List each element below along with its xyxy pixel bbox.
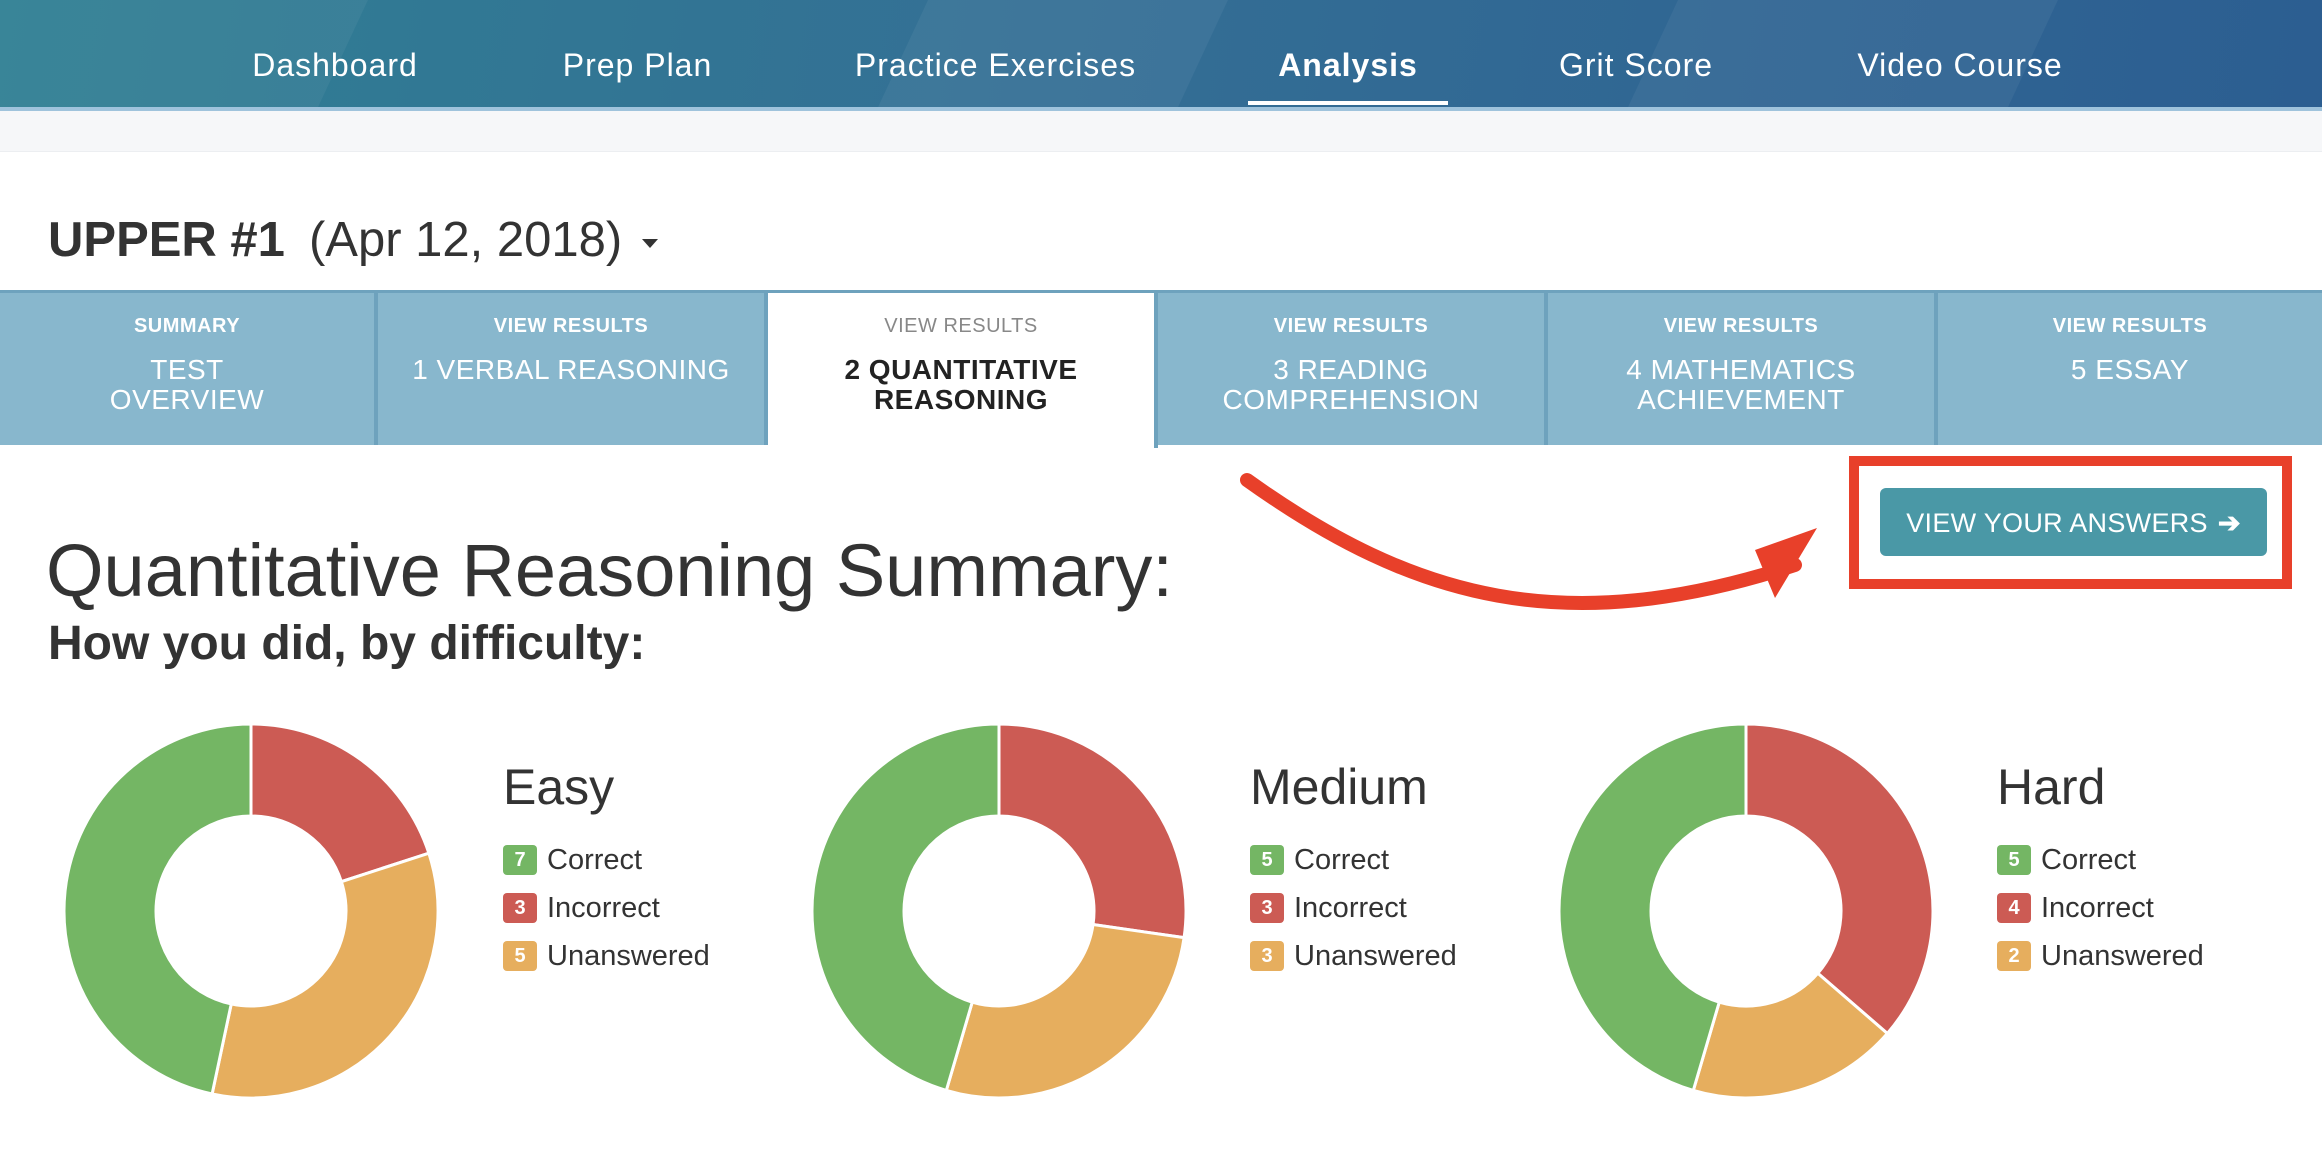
legend-label: Unanswered: [547, 939, 710, 972]
tab-label: 3 READING COMPREHENSION: [1222, 354, 1480, 415]
count-badge: 7: [503, 845, 537, 875]
legend-row-unanswered: 3 Unanswered: [1250, 932, 1457, 980]
legend-label: Incorrect: [1294, 891, 1407, 924]
button-highlight-box: [1849, 456, 2292, 589]
difficulty-label: Easy: [503, 759, 615, 815]
tab-essay[interactable]: VIEW RESULTS 5 ESSAY: [1938, 290, 2322, 445]
tab-label: 5 ESSAY: [2070, 354, 2190, 385]
donut-slice-unanswered: [944, 922, 1186, 1100]
count-badge: 5: [503, 941, 537, 971]
section-heading: How you did, by difficulty:: [48, 617, 646, 670]
legend-label: Correct: [2041, 843, 2137, 876]
legend-label: Incorrect: [547, 891, 660, 924]
donut-chart-hard: [1557, 722, 1935, 1100]
legend-medium: Medium 5 Correct 3 Incorrect 3 Unanswered: [1250, 758, 1457, 980]
difficulty-label: Medium: [1250, 759, 1428, 815]
legend-label: Unanswered: [1294, 939, 1457, 972]
tab-mathematics-achievement[interactable]: VIEW RESULTS 4 MATHEMATICS ACHIEVEMENT: [1548, 290, 1938, 445]
nav-dashboard[interactable]: Dashboard: [252, 47, 418, 83]
legend-row-incorrect: 3 Incorrect: [1250, 884, 1457, 932]
donut-slice-correct: [62, 722, 253, 1096]
top-nav: Dashboard Prep Plan Practice Exercises A…: [0, 0, 2322, 107]
tab-reading-comprehension[interactable]: VIEW RESULTS 3 READING COMPREHENSION: [1158, 290, 1548, 445]
legend-label: Incorrect: [2041, 891, 2154, 924]
tab-label: 2 QUANTITATIVE REASONING: [844, 354, 1078, 415]
donut-slice-incorrect: [249, 722, 431, 884]
donut-chart-medium: [810, 722, 1188, 1100]
donut-slice-incorrect: [1744, 722, 1935, 1036]
tab-label: 4 MATHEMATICS ACHIEVEMENT: [1626, 354, 1856, 415]
donut-chart-easy: [62, 722, 440, 1100]
legend-label: Correct: [547, 843, 643, 876]
nav-analysis[interactable]: Analysis: [1248, 0, 1448, 107]
nav-prep-plan[interactable]: Prep Plan: [562, 47, 713, 83]
difficulty-label: Hard: [1997, 759, 2106, 815]
legend-hard: Hard 5 Correct 4 Incorrect 2 Unanswered: [1997, 758, 2204, 980]
tab-quantitative-reasoning[interactable]: VIEW RESULTS 2 QUANTITATIVE REASONING: [768, 290, 1158, 448]
page-title: Quantitative Reasoning Summary:: [46, 528, 1173, 612]
donut-slice-unanswered: [1691, 971, 1890, 1100]
tab-verbal-reasoning[interactable]: VIEW RESULTS 1 VERBAL REASONING: [378, 290, 768, 445]
tab-kicker: SUMMARY: [133, 315, 241, 337]
nav-subbar: [0, 107, 2322, 152]
legend-row-correct: 7 Correct: [503, 836, 710, 884]
nav-practice-exercises[interactable]: Practice Exercises: [854, 47, 1137, 83]
section-tabs: SUMMARY TEST OVERVIEW VIEW RESULTS 1 VER…: [0, 290, 2322, 448]
tab-kicker: VIEW RESULTS: [1663, 315, 1819, 337]
tab-kicker: VIEW RESULTS: [493, 315, 649, 337]
donut-slice-incorrect: [997, 722, 1188, 940]
legend-row-unanswered: 5 Unanswered: [503, 932, 710, 980]
tab-label: 1 VERBAL REASONING: [412, 354, 730, 385]
arrow-right-icon: ➔: [2217, 508, 2241, 538]
donut-slice-unanswered: [210, 851, 440, 1100]
donut-slice-correct: [1557, 722, 1748, 1093]
nav-grit-score[interactable]: Grit Score: [1558, 47, 1714, 83]
view-your-answers-button[interactable]: VIEW YOUR ANSWERS ➔: [1880, 488, 2267, 556]
annotation-arrow-icon: [1240, 473, 1817, 610]
count-badge: 3: [1250, 941, 1284, 971]
donut-slice-correct: [810, 722, 1001, 1093]
legend-label: Correct: [1294, 843, 1390, 876]
view-answers-label: VIEW YOUR ANSWERS: [1906, 508, 2208, 538]
legend-easy: Easy 7 Correct 3 Incorrect 5 Unanswered: [503, 758, 710, 980]
legend-row-incorrect: 3 Incorrect: [503, 884, 710, 932]
tab-kicker: VIEW RESULTS: [1273, 315, 1429, 337]
legend-row-correct: 5 Correct: [1997, 836, 2204, 884]
count-badge: 3: [503, 893, 537, 923]
legend-row-correct: 5 Correct: [1250, 836, 1457, 884]
active-nav-underline: [1248, 101, 1448, 105]
nav-video-course[interactable]: Video Course: [1857, 47, 2063, 83]
tab-kicker: VIEW RESULTS: [2052, 315, 2208, 337]
count-badge: 3: [1250, 893, 1284, 923]
test-name: UPPER #1: [48, 213, 285, 267]
caret-down-icon[interactable]: [642, 238, 659, 248]
tab-label: TEST OVERVIEW: [109, 354, 265, 415]
test-date: (Apr 12, 2018): [308, 213, 623, 267]
legend-row-unanswered: 2 Unanswered: [1997, 932, 2204, 980]
count-badge: 2: [1997, 941, 2031, 971]
legend-row-incorrect: 4 Incorrect: [1997, 884, 2204, 932]
tab-test-overview[interactable]: SUMMARY TEST OVERVIEW: [0, 290, 378, 445]
count-badge: 5: [1250, 845, 1284, 875]
test-selector[interactable]: UPPER #1 (Apr 12, 2018): [48, 212, 659, 268]
tab-kicker: VIEW RESULTS: [884, 315, 1038, 337]
count-badge: 5: [1997, 845, 2031, 875]
legend-label: Unanswered: [2041, 939, 2204, 972]
count-badge: 4: [1997, 893, 2031, 923]
